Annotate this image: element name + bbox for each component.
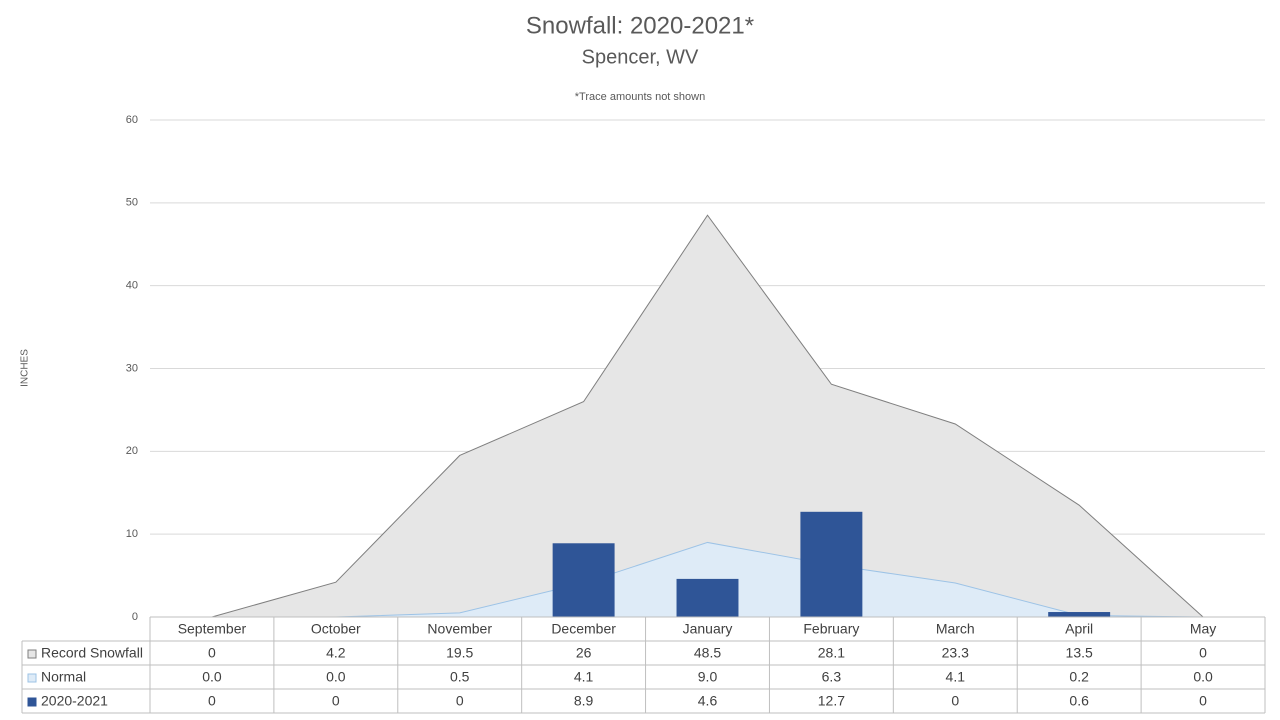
table-cell: 48.5 <box>694 645 721 661</box>
table-cell: 6.3 <box>822 669 842 685</box>
area-line <box>211 541 1204 618</box>
legend-key <box>27 697 37 707</box>
legend-key <box>27 673 37 683</box>
legend-label: 2020-2021 <box>41 693 108 709</box>
x-tick-label: December <box>551 621 616 637</box>
chart-title: Snowfall: 2020-2021* <box>526 12 754 39</box>
x-tick-label: January <box>683 621 733 637</box>
bar <box>676 578 739 617</box>
table-cell: 0.5 <box>450 669 470 685</box>
y-tick-label: 10 <box>126 528 138 540</box>
table-cell: 0 <box>208 693 216 709</box>
table-cell: 0 <box>1199 645 1207 661</box>
area-line <box>211 214 1204 618</box>
y-tick-label: 20 <box>126 445 138 457</box>
table-cell: 26 <box>576 645 592 661</box>
table-cell: 4.1 <box>946 669 966 685</box>
table-cell: 12.7 <box>818 693 845 709</box>
table-cell: 23.3 <box>942 645 969 661</box>
table-cell: 28.1 <box>818 645 845 661</box>
table-cell: 19.5 <box>446 645 473 661</box>
table-cell: 9.0 <box>698 669 718 685</box>
table-cell: 0 <box>208 645 216 661</box>
table-cell: 8.9 <box>574 693 594 709</box>
y-tick-label: 40 <box>126 280 138 292</box>
table-cell: 4.6 <box>698 693 718 709</box>
table-cell: 4.2 <box>326 645 346 661</box>
x-tick-label: March <box>936 621 975 637</box>
bar <box>1048 612 1111 617</box>
y-tick-label: 30 <box>126 362 138 374</box>
y-tick-label: 0 <box>132 611 138 623</box>
x-tick-label: November <box>427 621 492 637</box>
area-fill <box>211 215 1204 617</box>
table-cell: 0 <box>951 693 959 709</box>
table-cell: 0.6 <box>1069 693 1089 709</box>
y-tick-label: 50 <box>126 197 138 209</box>
table-cell: 0 <box>1199 693 1207 709</box>
table-cell: 0.0 <box>326 669 346 685</box>
table-cell: 0 <box>456 693 464 709</box>
table-cell: 13.5 <box>1066 645 1093 661</box>
x-tick-label: September <box>178 621 247 637</box>
annotation: *Trace amounts not shown <box>575 91 705 103</box>
x-tick-label: February <box>803 621 859 637</box>
table-cell: 0.0 <box>1193 669 1213 685</box>
legend-key <box>27 649 37 659</box>
table-cell: 4.1 <box>574 669 594 685</box>
bar <box>800 511 863 617</box>
x-tick-label: April <box>1065 621 1093 637</box>
x-tick-label: May <box>1190 621 1216 637</box>
y-tick-label: 60 <box>126 114 138 126</box>
table-cell: 0.2 <box>1069 669 1089 685</box>
bar <box>552 543 615 617</box>
chart-subtitle: Spencer, WV <box>582 46 699 68</box>
table-cell: 0.0 <box>202 669 222 685</box>
legend-label: Record Snowfall <box>41 645 143 661</box>
legend-label: Normal <box>41 669 86 685</box>
x-tick-label: October <box>311 621 361 637</box>
y-axis-label: INCHES <box>20 349 31 387</box>
table-cell: 0 <box>332 693 340 709</box>
